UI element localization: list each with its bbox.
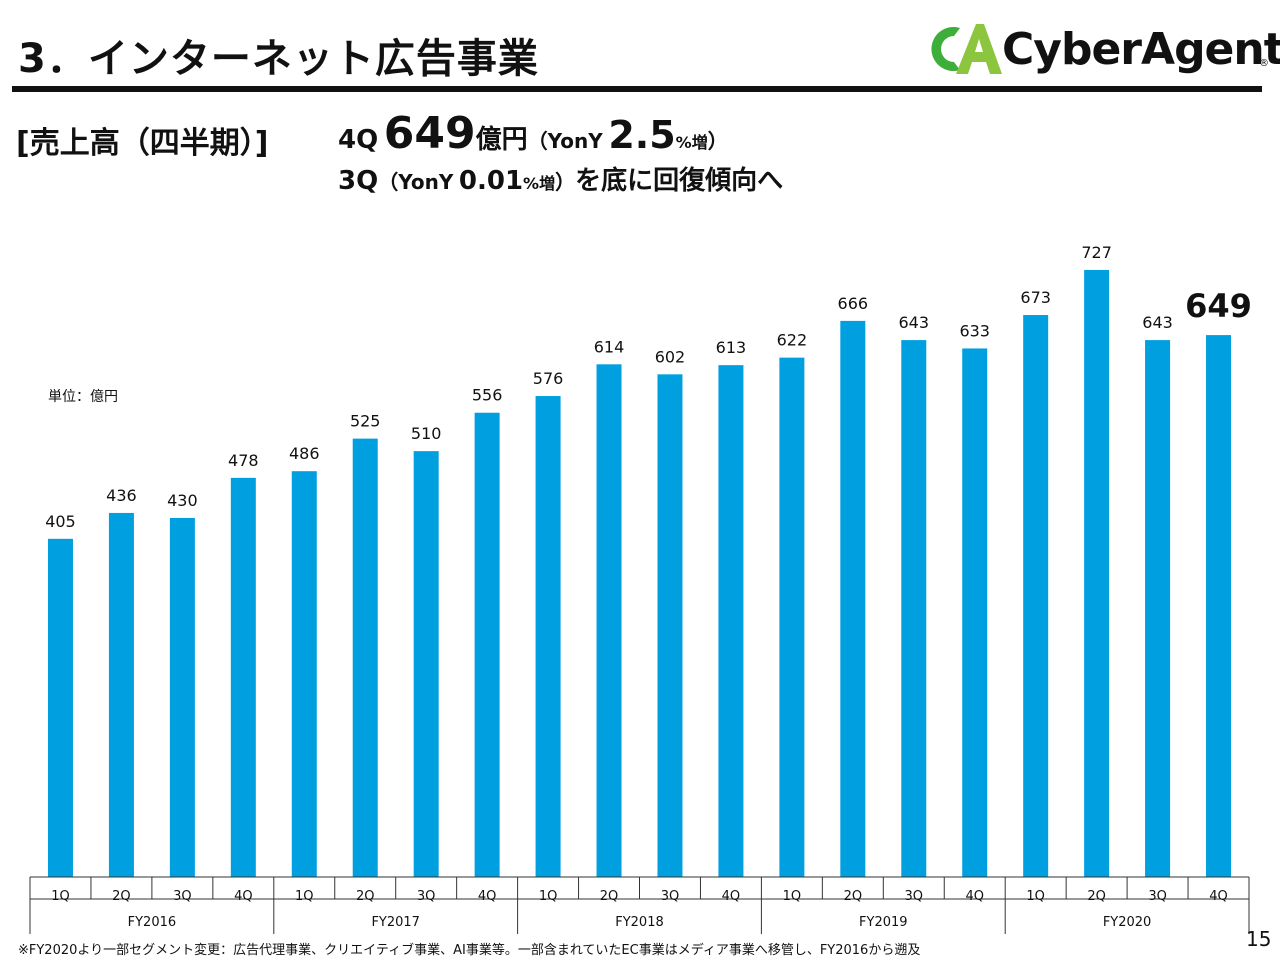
bar xyxy=(1145,340,1171,878)
x-tick-label: 3Q xyxy=(1148,889,1167,904)
title-divider xyxy=(12,86,1262,92)
data-label: 727 xyxy=(1081,243,1112,262)
headline2-yoy-label: YonY xyxy=(398,170,454,194)
x-tick-label: 4Q xyxy=(1209,889,1228,904)
data-label: 510 xyxy=(411,424,442,443)
x-tick-label: 4Q xyxy=(722,889,741,904)
headline-yoy-suffix: %増 xyxy=(675,133,708,152)
bar xyxy=(535,396,561,877)
x-tick-label: 2Q xyxy=(844,889,863,904)
headline2-paren-open: （ xyxy=(378,170,399,194)
section-label: [売上高（四半期）] xyxy=(16,126,269,161)
headline-paren-close: ） xyxy=(707,129,728,153)
headline-quarter: 4Q xyxy=(338,125,379,155)
fiscal-year-label: FY2016 xyxy=(128,915,177,930)
bar xyxy=(352,438,378,877)
x-tick-label: 4Q xyxy=(478,889,497,904)
logo-a-shape xyxy=(956,24,1002,74)
bar xyxy=(779,357,805,877)
x-tick-label: 1Q xyxy=(1026,889,1045,904)
headline-value: 649 xyxy=(383,108,476,159)
footnote: ※FY2020より一部セグメント変更：広告代理事業、クリエイティブ事業、AI事業… xyxy=(18,943,921,958)
page-title: 3．インターネット広告事業 xyxy=(18,36,539,82)
bar xyxy=(47,538,73,877)
bar xyxy=(1084,269,1110,878)
bar xyxy=(1206,335,1232,878)
bar xyxy=(169,517,195,877)
headline2-paren-close: ） xyxy=(555,170,576,194)
data-label: 576 xyxy=(533,369,564,388)
bar xyxy=(657,374,683,877)
data-label: 478 xyxy=(228,451,259,470)
headline-paren-open: （ xyxy=(527,129,548,153)
data-label: 405 xyxy=(45,512,76,531)
cyberagent-logo: CyberAgent ® xyxy=(920,18,1280,80)
x-tick-label: 2Q xyxy=(356,889,375,904)
logo-c-shape xyxy=(931,27,960,71)
data-label: 643 xyxy=(1142,313,1173,332)
headline-unit: 億円 xyxy=(475,125,528,155)
bar xyxy=(474,412,500,877)
fiscal-year-label: FY2020 xyxy=(1103,915,1152,930)
x-tick-label: 2Q xyxy=(600,889,619,904)
bar xyxy=(840,320,866,877)
x-tick-label: 2Q xyxy=(1087,889,1106,904)
data-label: 556 xyxy=(472,386,503,405)
fiscal-year-label: FY2018 xyxy=(615,915,664,930)
x-tick-label: 3Q xyxy=(661,889,680,904)
x-tick-label: 3Q xyxy=(417,889,436,904)
fiscal-year-label: FY2017 xyxy=(371,915,420,930)
data-label: 525 xyxy=(350,412,381,431)
ca-logo-mark-icon xyxy=(931,24,1002,74)
data-label-highlight: 649 xyxy=(1185,287,1252,325)
unit-label: 単位：億円 xyxy=(48,389,118,405)
x-tick-label: 1Q xyxy=(51,889,70,904)
bar xyxy=(230,477,256,877)
headline2-quarter: 3Q xyxy=(338,166,379,196)
x-tick-label: 2Q xyxy=(112,889,131,904)
page-number: 15 xyxy=(1246,927,1272,951)
x-tick-label: 1Q xyxy=(539,889,558,904)
x-tick-label: 4Q xyxy=(234,889,253,904)
data-label: 643 xyxy=(899,313,930,332)
data-label: 666 xyxy=(838,294,869,313)
bar xyxy=(596,364,622,877)
fiscal-year-label: FY2019 xyxy=(859,915,908,930)
headline2-yoy-suffix: %増 xyxy=(523,174,556,193)
data-label: 673 xyxy=(1020,288,1051,307)
headline2-tail: を底に回復傾向へ xyxy=(575,166,784,196)
headline2-yoy-value: 0.01 xyxy=(458,166,524,196)
bar xyxy=(901,340,927,878)
data-label: 436 xyxy=(106,486,137,505)
data-label: 430 xyxy=(167,491,198,510)
x-tick-label: 4Q xyxy=(965,889,984,904)
data-label: 614 xyxy=(594,337,625,356)
x-tick-label: 3Q xyxy=(173,889,192,904)
x-tick-label: 1Q xyxy=(783,889,802,904)
x-tick-label: 3Q xyxy=(905,889,924,904)
x-tick-label: 1Q xyxy=(295,889,314,904)
bar xyxy=(962,348,988,877)
bar xyxy=(108,512,134,877)
bar xyxy=(718,365,744,877)
data-label: 486 xyxy=(289,444,320,463)
bar xyxy=(291,471,317,877)
data-label: 602 xyxy=(655,347,686,366)
bar xyxy=(413,451,439,877)
logo-wordmark: CyberAgent xyxy=(1002,24,1280,75)
headline-yoy-value: 2.5 xyxy=(608,113,676,157)
headline-line-1: 4Q 649億円（YonY 2.5%増） xyxy=(338,108,728,159)
bar xyxy=(1023,315,1049,877)
headline-yoy-label: YonY xyxy=(547,129,603,153)
registered-mark: ® xyxy=(1259,58,1269,69)
data-label: 613 xyxy=(716,338,747,357)
headline-line-2: 3Q（YonY 0.01%増）を底に回復傾向へ xyxy=(338,160,783,197)
data-label: 622 xyxy=(777,331,808,350)
data-label: 633 xyxy=(959,321,990,340)
